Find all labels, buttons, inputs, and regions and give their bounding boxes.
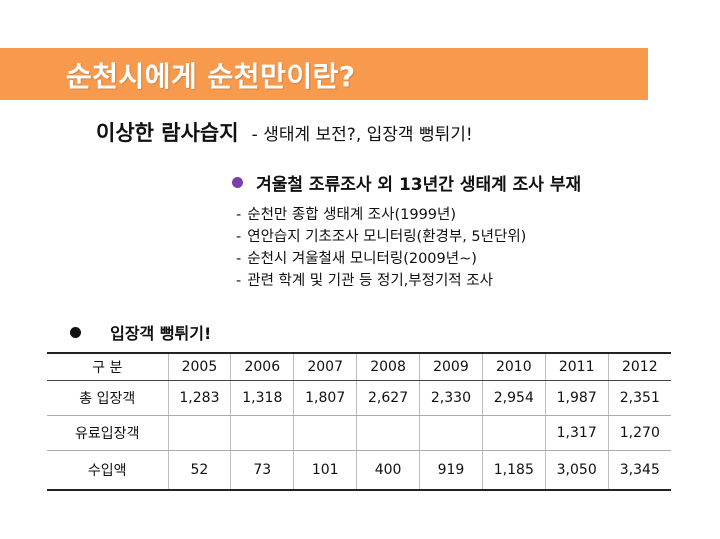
subtitle-row: 이상한 람사습지 - 생태계 보전?, 입장객 뻥튀기! [96, 117, 473, 147]
table-row: 유료입장객 1,317 1,270 [47, 415, 671, 451]
table-cell: 2,954 [481, 380, 546, 416]
header-cell: 2007 [293, 352, 357, 381]
header-cell: 2011 [544, 352, 609, 381]
table-cell [230, 415, 294, 451]
header-cell: 구 분 [47, 352, 168, 381]
table-cell: 400 [356, 450, 420, 491]
table-row: 수입액 52 73 101 400 919 1,185 3,050 3,345 [47, 450, 671, 491]
table-cell: 2,351 [607, 380, 671, 416]
list-item-text: 관련 학계 및 기관 등 정기,부정기적 조사 [247, 273, 493, 289]
list-item: - 관련 학계 및 기관 등 정기,부정기적 조사 [236, 273, 493, 289]
table-cell: 3,345 [607, 450, 671, 491]
table-cell [167, 415, 231, 451]
bullet-survey-text: 겨울철 조류조사 외 13년간 생태계 조사 부재 [256, 175, 582, 195]
table-cell: 1,317 [544, 415, 609, 451]
table-cell: 2,627 [356, 380, 420, 416]
table-cell [419, 415, 483, 451]
table-header-row: 구 분 2005 2006 2007 2008 2009 2010 2011 2… [47, 352, 671, 381]
slide-title: 순천시에게 순천만이란? [66, 60, 356, 93]
list-item-text: 순천시 겨울철새 모니터링(2009년~) [247, 251, 477, 267]
table-cell [293, 415, 357, 451]
header-cell: 2006 [230, 352, 294, 381]
subtitle-note: - 생태계 보전?, 입장객 뻥튀기! [251, 125, 473, 145]
table-cell: 1,283 [167, 380, 231, 416]
table-cell: 3,050 [544, 450, 609, 491]
table-cell [356, 415, 420, 451]
list-item-text: 순천만 종합 생태계 조사(1999년) [247, 207, 457, 223]
table-cell: 101 [293, 450, 357, 491]
table-cell: 총 입장객 [47, 380, 168, 416]
bullet-visitors: 입장객 뻥튀기! [70, 320, 211, 344]
list-item: - 연안습지 기초조사 모니터링(환경부, 5년단위) [236, 229, 527, 245]
survey-list: - 순천만 종합 생태계 조사(1999년) - 연안습지 기초조사 모니터링(환경… [236, 204, 526, 292]
table-cell [481, 415, 546, 451]
visitor-table: 구 분 2005 2006 2007 2008 2009 2010 2011 2… [47, 352, 671, 491]
table-cell: 1,318 [230, 380, 294, 416]
table-cell: 유료입장객 [47, 415, 168, 451]
table-cell: 1,270 [607, 415, 671, 451]
title-bar [0, 48, 648, 100]
table-cell: 2,330 [419, 380, 483, 416]
table-cell: 1,807 [293, 380, 357, 416]
table-cell: 수입액 [47, 450, 168, 491]
list-item-text: 연안습지 기초조사 모니터링(환경부, 5년단위) [247, 229, 527, 245]
header-cell: 2005 [167, 352, 231, 381]
bullet-visitors-text: 입장객 뻥튀기! [110, 324, 212, 343]
header-cell: 2012 [607, 352, 671, 381]
bullet-dot-icon [70, 326, 81, 338]
list-item: - 순천만 종합 생태계 조사(1999년) [236, 207, 457, 223]
bullet-survey: 겨울철 조류조사 외 13년간 생태계 조사 부재 [232, 170, 581, 195]
list-item: - 순천시 겨울철새 모니터링(2009년~) [236, 251, 477, 267]
header-cell: 2009 [419, 352, 483, 381]
bullet-dot-icon [232, 177, 243, 188]
subtitle-main: 이상한 람사습지 [96, 121, 239, 145]
table-row: 총 입장객 1,283 1,318 1,807 2,627 2,330 2,95… [47, 380, 671, 416]
table-cell: 919 [419, 450, 483, 491]
table-cell: 73 [230, 450, 294, 491]
table-cell: 1,185 [481, 450, 546, 491]
header-cell: 2010 [481, 352, 546, 381]
table-cell: 1,987 [544, 380, 609, 416]
header-cell: 2008 [356, 352, 420, 381]
table-cell: 52 [167, 450, 231, 491]
